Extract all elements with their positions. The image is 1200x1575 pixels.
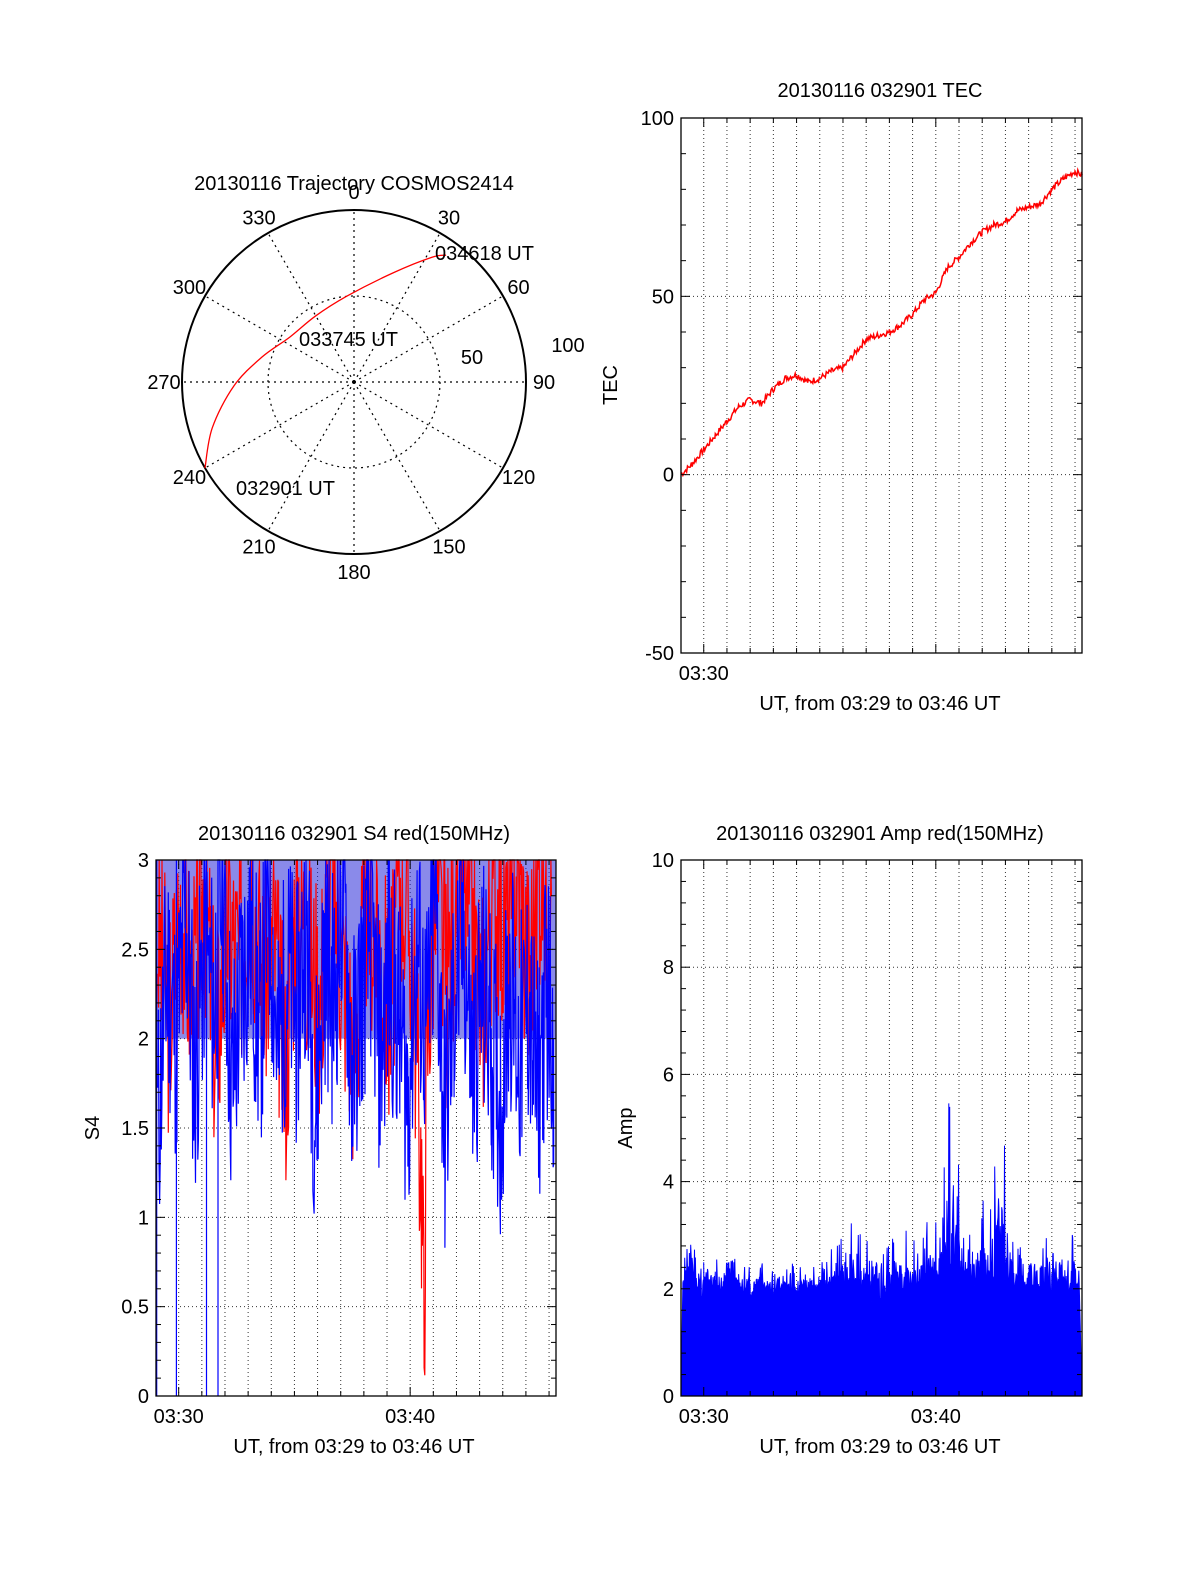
s4-x-tick-label: 03:40 <box>385 1406 435 1428</box>
track-closest-time-label: 033745 UT <box>299 329 398 351</box>
polar-angle-label: 330 <box>242 207 275 229</box>
track-start-time-label: 032901 UT <box>236 478 335 500</box>
s4-y-tick-label: 1.5 <box>121 1118 149 1140</box>
tec-x-axis-label: UT, from 03:29 to 03:46 UT <box>759 693 1000 715</box>
tec-y-tick-label: -50 <box>645 643 674 665</box>
polar-spoke <box>353 381 504 469</box>
tec-x-tick-label: 03:30 <box>679 663 729 685</box>
polar-angle-label: 180 <box>337 562 370 584</box>
polar-spoke <box>204 381 355 469</box>
satellite-track-line <box>204 254 447 469</box>
amp-x-ticks: 03:30 03:40 <box>679 860 1076 1428</box>
tec-y-axis-label: TEC <box>600 365 622 405</box>
amp-grid <box>681 859 1082 1397</box>
tec-series-line <box>680 166 1083 478</box>
amp-y-tick-label: 0 <box>663 1386 674 1408</box>
polar-angle-label: 0 <box>348 182 359 204</box>
tec-title: 20130116 032901 TEC <box>778 80 983 102</box>
amp-y-tick-label: 4 <box>663 1172 674 1194</box>
polar-radius-label-50: 50 <box>461 347 483 369</box>
polar-angle-label: 120 <box>502 467 535 489</box>
polar-spoke <box>267 232 355 383</box>
amp-chart: 20130116 032901 Amp red(150MHz) 03:30 03:… <box>615 823 1083 1458</box>
tec-y-tick-label: 50 <box>652 286 674 308</box>
polar-trajectory-chart: 20130116 Trajectory COSMOS2414 0 30 60 90 12… <box>147 173 584 584</box>
polar-spoke <box>353 295 504 383</box>
s4-chart: 20130116 032901 S4 red(150MHz) 03:30 03:4… <box>82 823 557 1458</box>
polar-spoke <box>353 381 441 532</box>
tec-y-tick-label: 0 <box>663 465 674 487</box>
polar-angle-label: 90 <box>533 372 555 394</box>
s4-y-axis-label: S4 <box>82 1116 104 1140</box>
polar-spoke <box>267 381 355 532</box>
amp-y-tick-label: 6 <box>663 1064 674 1086</box>
s4-y-tick-label: 0.5 <box>121 1297 149 1319</box>
s4-y-tick-label: 0 <box>138 1386 149 1408</box>
s4-x-axis-label: UT, from 03:29 to 03:46 UT <box>233 1436 474 1458</box>
tec-y-ticks: -50 0 50 100 <box>641 108 1082 665</box>
polar-spoke <box>353 232 441 383</box>
s4-x-tick-label: 03:30 <box>154 1406 204 1428</box>
amp-y-tick-label: 2 <box>663 1279 674 1301</box>
polar-angle-label: 270 <box>147 372 180 394</box>
amp-y-tick-label: 8 <box>663 957 674 979</box>
polar-angle-label: 60 <box>507 277 529 299</box>
polar-angle-label: 300 <box>173 277 206 299</box>
polar-angle-label: 30 <box>438 207 460 229</box>
amp-x-tick-label: 03:40 <box>911 1406 961 1428</box>
amp-series-area <box>680 1103 1083 1397</box>
polar-outer-circle <box>181 209 527 555</box>
amp-x-axis-label: UT, from 03:29 to 03:46 UT <box>759 1436 1000 1458</box>
polar-radius-label-100: 100 <box>551 335 584 357</box>
s4-y-tick-label: 1 <box>138 1207 149 1229</box>
tec-y-tick-label: 100 <box>641 108 674 130</box>
s4-y-tick-label: 2.5 <box>121 939 149 961</box>
amp-title: 20130116 032901 Amp red(150MHz) <box>716 823 1044 845</box>
s4-y-tick-label: 3 <box>138 850 149 872</box>
polar-angle-label: 240 <box>173 467 206 489</box>
tec-x-ticks: 03:30 <box>679 118 1076 685</box>
s4-x-ticks: 03:30 03:40 <box>154 860 550 1428</box>
polar-angle-label: 150 <box>432 537 465 559</box>
amp-x-tick-label: 03:30 <box>679 1406 729 1428</box>
amp-plot-frame <box>680 859 1083 1397</box>
polar-angle-labels: 0 30 60 90 120 150 180 210 240 270 300 330 <box>147 182 555 584</box>
tec-plot-frame <box>680 117 1083 654</box>
s4-y-tick-label: 2 <box>138 1029 149 1051</box>
s4-title: 20130116 032901 S4 red(150MHz) <box>198 823 510 845</box>
amp-y-tick-label: 10 <box>652 850 674 872</box>
tec-chart: 20130116 032901 TEC 03:30 -50 0 50 100 UT, … <box>600 80 1083 715</box>
tec-grid <box>681 117 1082 654</box>
polar-angle-label: 210 <box>242 537 275 559</box>
polar-spoke <box>204 295 355 383</box>
track-end-time-label: 034618 UT <box>435 243 534 265</box>
amp-y-ticks: 0 2 4 6 8 10 <box>652 850 1082 1408</box>
polar-title: 20130116 Trajectory COSMOS2414 <box>194 173 514 195</box>
amp-y-axis-label: Amp <box>615 1107 637 1148</box>
polar-grid <box>182 210 526 554</box>
s4-y-ticks: 0 0.5 1 1.5 2 2.5 3 <box>121 850 556 1408</box>
